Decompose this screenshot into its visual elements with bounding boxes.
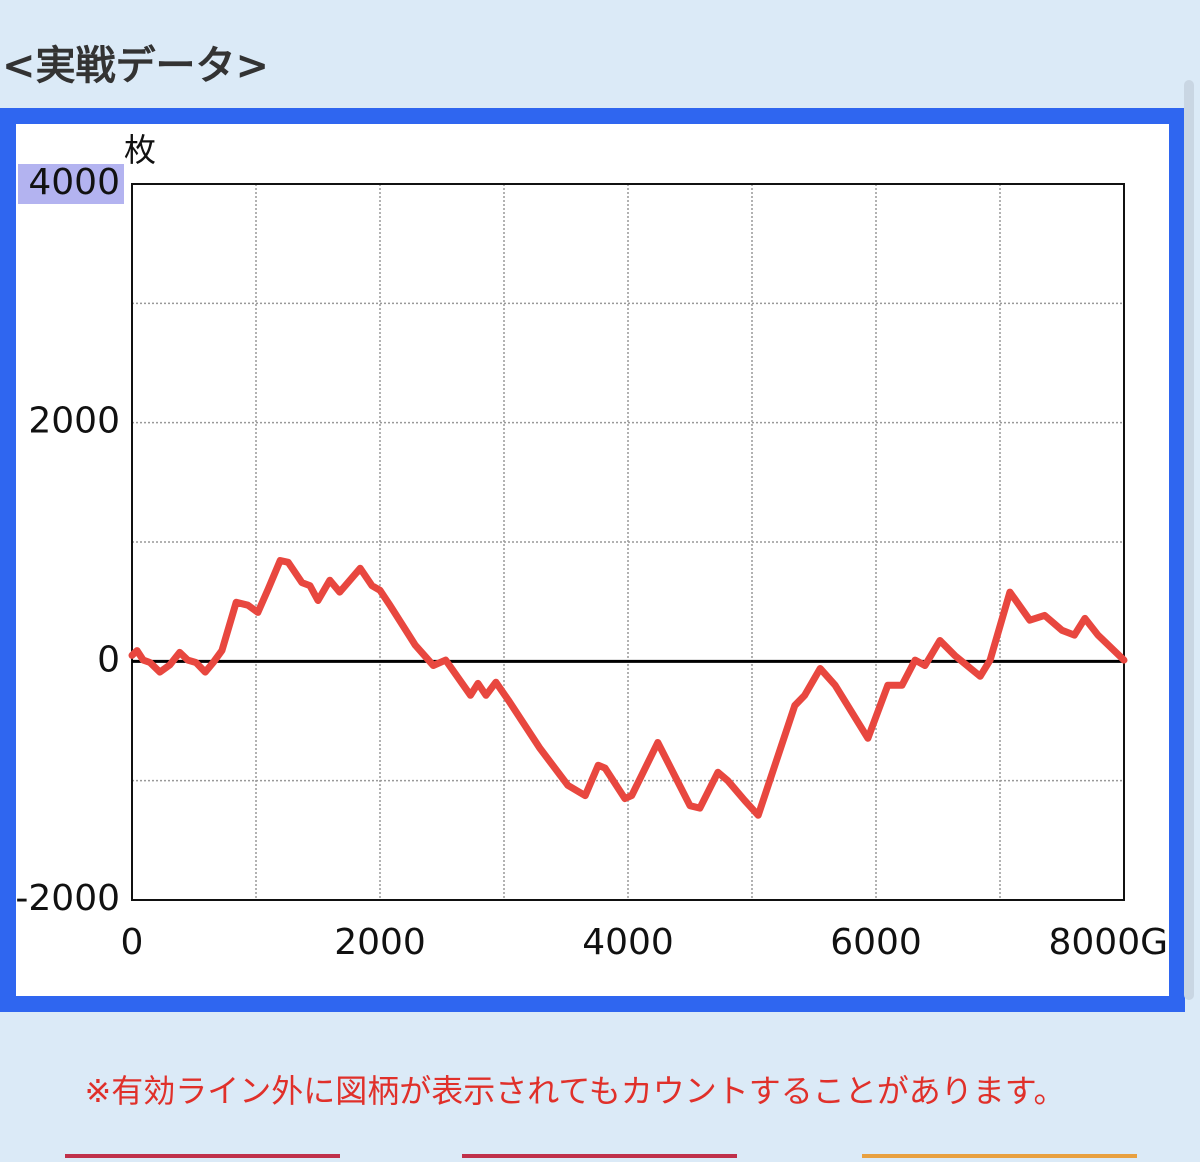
y-tick-label: 2000 <box>28 401 120 442</box>
button-edge <box>65 1154 340 1158</box>
selection-highlight <box>18 164 124 204</box>
chart-frame <box>0 108 1185 1012</box>
x-tick-label: 8000G <box>1048 922 1168 963</box>
button-edge <box>862 1154 1137 1158</box>
x-tick-label: 4000 <box>582 922 674 963</box>
note: ※有効ライン外に図柄が表示されてもカウントすることがあります。 <box>84 1072 1065 1110</box>
y-tick-label: 4000 <box>28 162 120 203</box>
y-unit: 枚 <box>124 131 156 169</box>
x-tick-label: 2000 <box>334 922 426 963</box>
button-edge <box>462 1154 737 1158</box>
scrollbar <box>1184 80 1194 1000</box>
y-tick-label: -2000 <box>15 878 120 919</box>
y-tick-label: 0 <box>97 639 120 680</box>
x-tick-label: 0 <box>121 922 144 963</box>
plot-border <box>131 183 1125 901</box>
x-tick-label: 6000 <box>830 922 922 963</box>
section-title: <実戦データ> <box>2 43 269 89</box>
data-line <box>128 557 1128 819</box>
